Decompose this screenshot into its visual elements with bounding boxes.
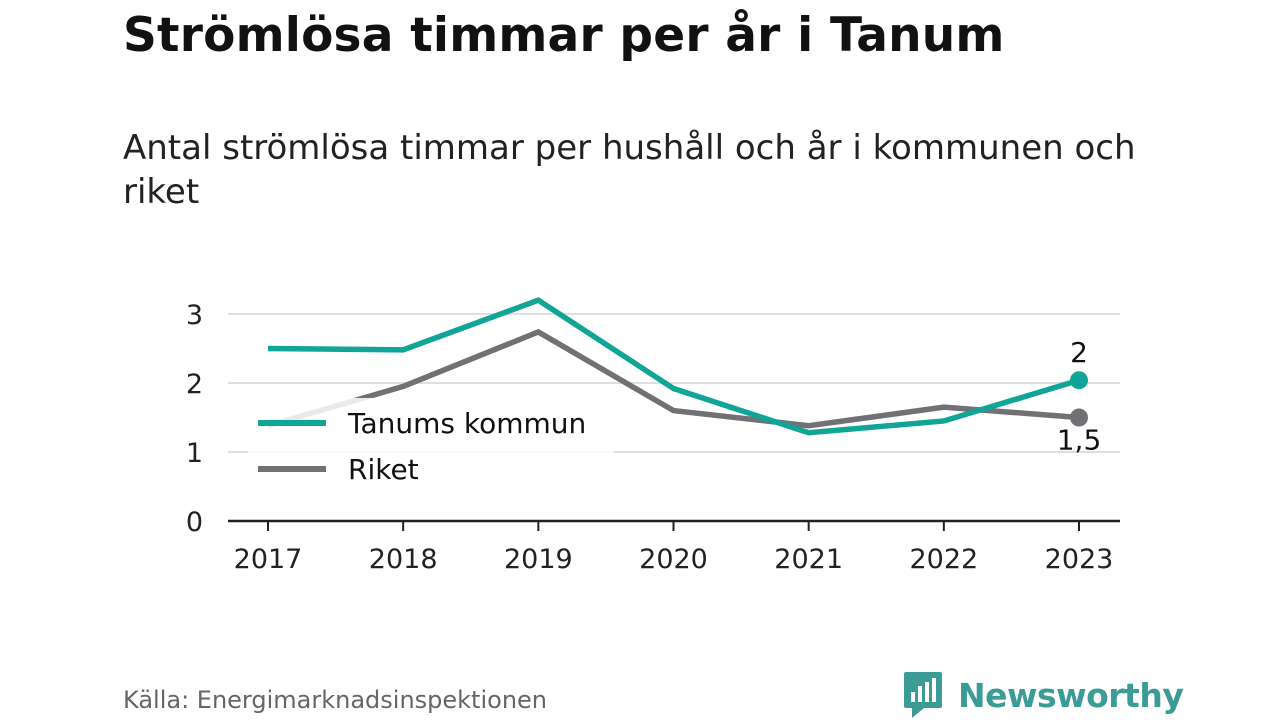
x-axis: 2017 2018 2019 2020 2021 2022 2023 [228, 519, 1120, 575]
y-tick-label: 2 [186, 369, 203, 400]
x-tick-label: 2022 [909, 544, 978, 575]
y-tick-label: 3 [186, 300, 203, 331]
x-tick-label: 2023 [1045, 544, 1114, 575]
newsworthy-logo-icon [904, 672, 942, 718]
x-tick-label: 2017 [234, 544, 303, 575]
brand-name: Newsworthy [958, 675, 1184, 715]
chart-title: Strömlösa timmar per år i Tanum [123, 8, 1005, 63]
series-line-riket [267, 328, 1080, 429]
x-tick-label: 2020 [639, 544, 708, 575]
end-marker-riket [1070, 408, 1088, 427]
legend: Tanums kommun Riket [248, 398, 614, 492]
end-label-tanums-kommun: 2 [1070, 336, 1088, 369]
chart-subtitle: Antal strömlösa timmar per hushåll och å… [123, 128, 1136, 212]
y-axis-tick-labels: 0 1 2 3 [186, 300, 203, 538]
end-label-riket: 1,5 [1057, 424, 1102, 457]
end-labels: 21,5 [1057, 336, 1102, 456]
y-tick-label: 1 [186, 438, 203, 469]
legend-label-tanums-kommun: Tanums kommun [347, 407, 586, 440]
y-tick-label: 0 [186, 507, 203, 538]
legend-background [248, 398, 614, 492]
x-tick-label: 2021 [774, 544, 843, 575]
legend-label-riket: Riket [348, 453, 419, 486]
end-marker-tanums-kommun [1070, 371, 1088, 390]
source-note: Källa: Energimarknadsinspektionen [123, 686, 548, 714]
series-lines [267, 297, 1088, 436]
x-tick-label: 2019 [504, 544, 573, 575]
x-tick-label: 2018 [369, 544, 438, 575]
brand-logo: Newsworthy [902, 670, 1184, 720]
series-line-tanums-kommun [267, 297, 1080, 436]
